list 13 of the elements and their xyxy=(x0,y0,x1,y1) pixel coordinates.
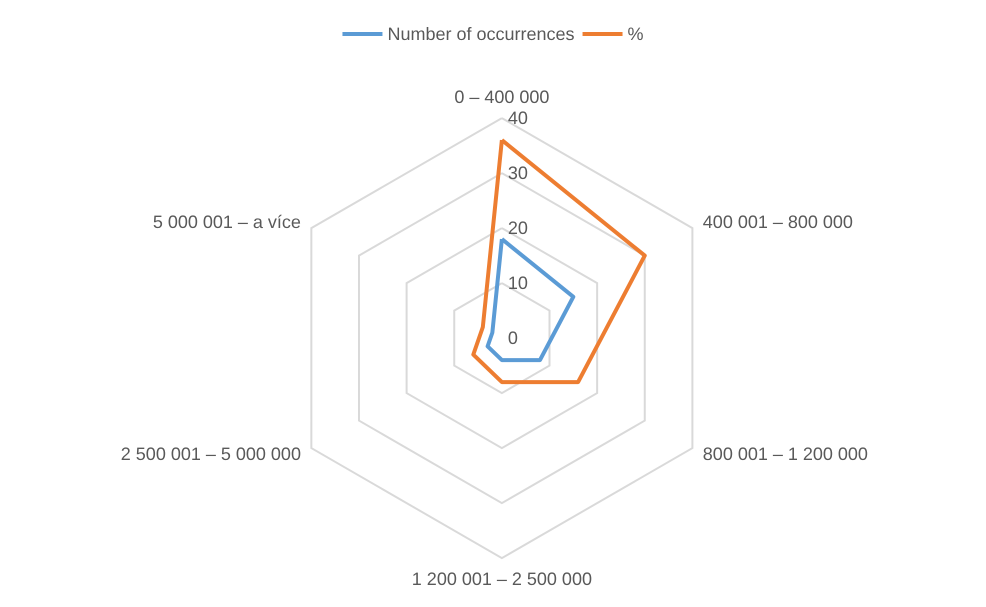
spoke-label: 1 200 001 – 2 500 000 xyxy=(412,569,592,590)
y-tick-label: 30 xyxy=(508,163,528,184)
legend-label: Number of occurrences xyxy=(387,24,575,44)
spoke-label: 5 000 001 – a více xyxy=(152,212,301,232)
spoke-label: 0 – 400 000 xyxy=(454,87,550,108)
legend-label: % xyxy=(628,24,644,44)
spoke-label: 2 500 001 – 5 000 000 xyxy=(120,444,301,464)
y-tick-label: 0 xyxy=(508,328,518,348)
y-tick-label: 10 xyxy=(508,273,528,294)
y-tick-label: 40 xyxy=(508,108,528,128)
y-tick-label: 20 xyxy=(508,218,528,238)
spoke-label: 800 001 – 1 200 000 xyxy=(702,444,868,464)
spoke-label: 400 001 – 800 000 xyxy=(702,212,853,232)
